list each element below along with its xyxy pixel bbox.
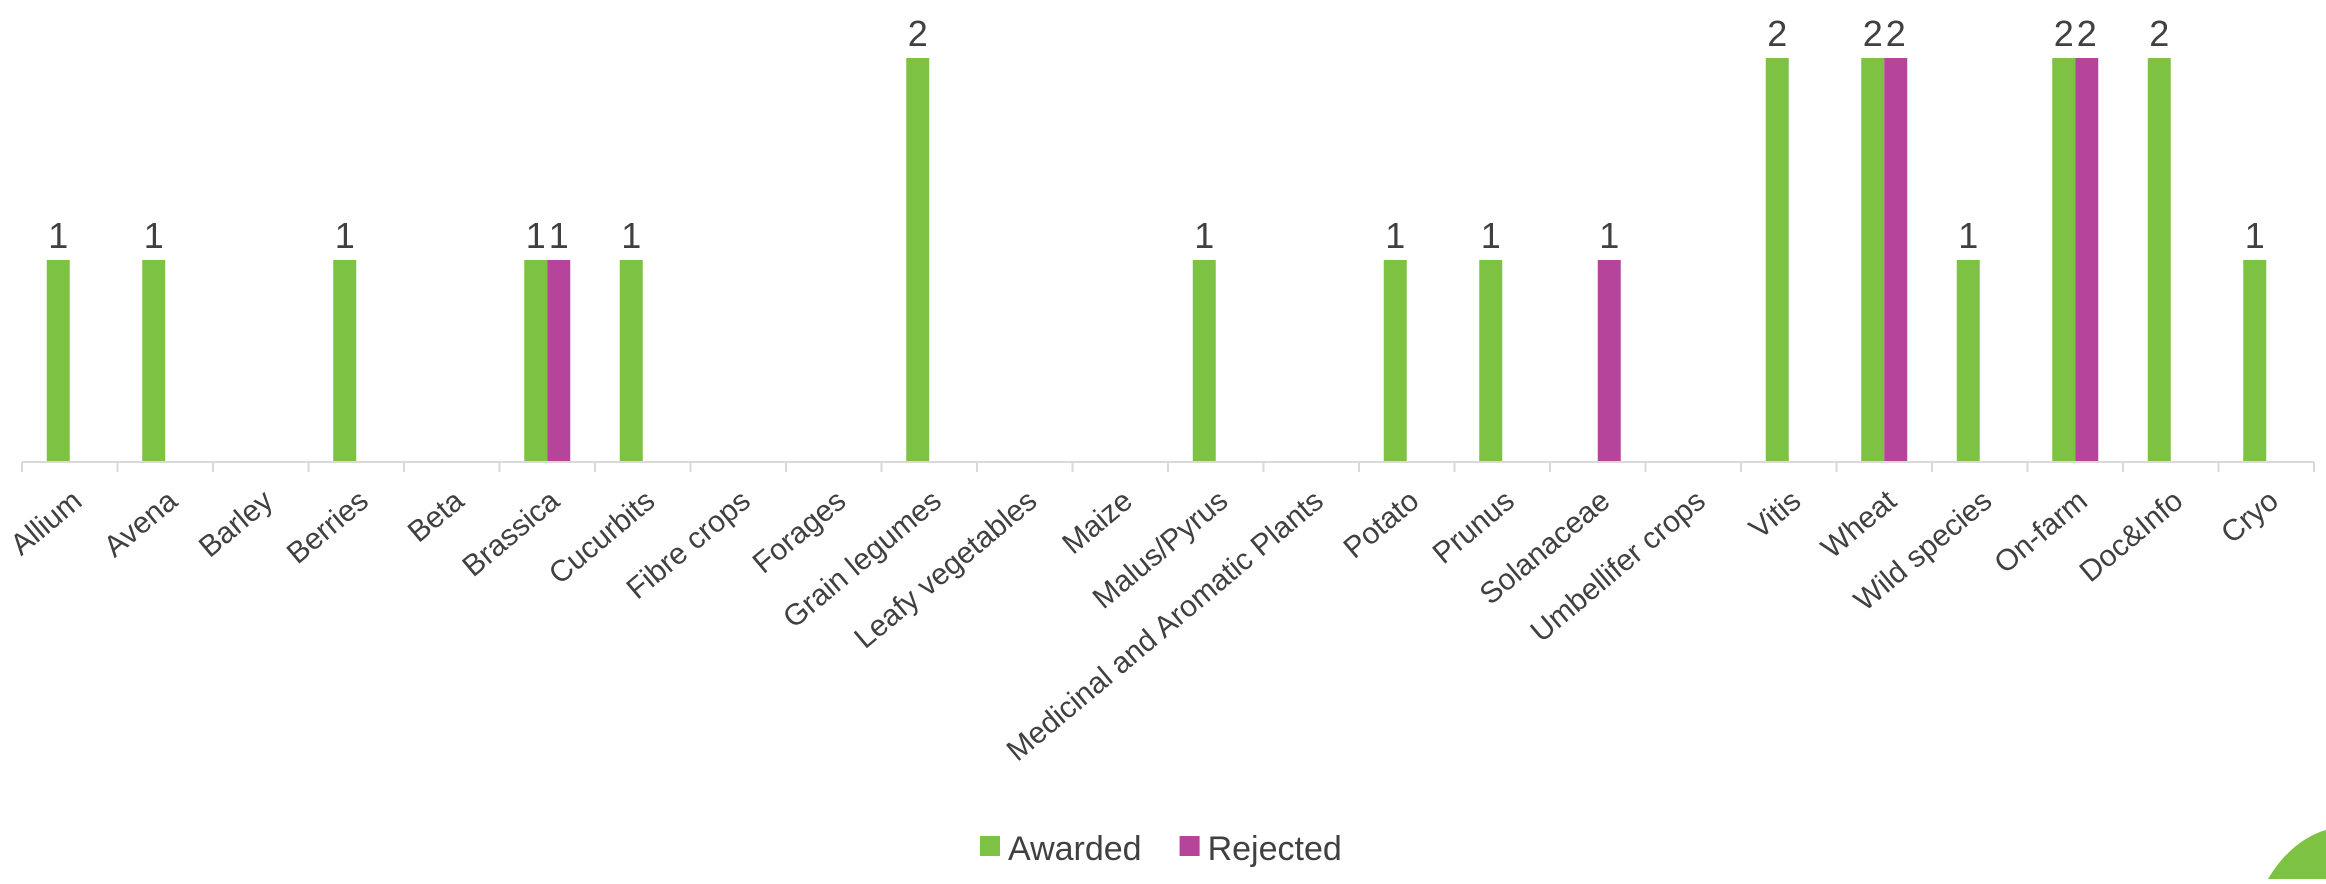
category-label-2: Barley	[193, 484, 279, 564]
category-label-1: Avena	[98, 484, 184, 564]
bar-awarded-14	[1383, 260, 1407, 462]
bar-rejected-5	[547, 260, 571, 462]
data-label-awarded-9: 2	[908, 13, 928, 54]
bar-awarded-22	[2147, 58, 2171, 462]
bar-awarded-12	[1192, 260, 1216, 462]
bar-awarded-20	[1956, 260, 1980, 462]
bar-awarded-19	[1861, 58, 1885, 462]
category-label-17: Umbellifer crops	[1525, 484, 1712, 649]
category-label-23: Cryo	[2215, 484, 2285, 550]
category-label-22: Doc&Info	[2074, 484, 2190, 589]
legend-swatch-rejected	[1179, 836, 1200, 856]
data-label-awarded-15: 1	[1481, 215, 1501, 256]
category-labels-layer: Allium Avena Barley Berries BetaBrassicaCucu…	[4, 484, 2284, 768]
legend-label-rejected: Rejected	[1208, 830, 1342, 868]
bar-awarded-21	[2052, 58, 2076, 462]
bar-awarded-15	[1479, 260, 1503, 462]
category-label-3: Berries	[281, 484, 375, 570]
data-label-awarded-18: 2	[1767, 13, 1787, 54]
bar-awarded-18	[1765, 58, 1789, 462]
bar-awarded-23	[2243, 260, 2267, 462]
bar-awarded-9	[906, 58, 930, 462]
data-label-awarded-6: 1	[621, 215, 641, 256]
bar-rejected-19	[1884, 58, 1908, 462]
bar-awarded-5	[524, 260, 548, 462]
legend-swatch-awarded	[980, 836, 1000, 856]
bar-rejected-21	[2075, 58, 2099, 462]
bars-layer	[46, 58, 2267, 462]
data-label-awarded-0: 1	[48, 215, 68, 256]
data-label-rejected-19: 2	[1886, 13, 1906, 54]
data-labels-layer: 1 1 1 1 1 121 1 1 12 2 212 2 21	[48, 13, 2265, 256]
data-label-awarded-21: 2	[2054, 13, 2074, 54]
data-label-awarded-19: 2	[1863, 13, 1883, 54]
data-label-awarded-23: 1	[2245, 215, 2265, 256]
category-label-4: Beta	[402, 484, 471, 549]
bar-awarded-1	[142, 260, 166, 462]
data-label-awarded-20: 1	[1958, 215, 1978, 256]
data-label-awarded-12: 1	[1194, 215, 1214, 256]
data-label-awarded-22: 2	[2149, 13, 2169, 54]
bar-awarded-6	[619, 260, 643, 462]
data-label-awarded-3: 1	[335, 215, 355, 256]
bar-awarded-0	[46, 260, 70, 462]
data-label-awarded-14: 1	[1385, 215, 1405, 256]
legend-label-awarded: Awarded	[1008, 830, 1142, 868]
bar-awarded-3	[333, 260, 357, 462]
logo-icon	[2268, 830, 2326, 879]
data-label-rejected-5: 1	[549, 215, 569, 256]
category-label-0: Allium	[4, 484, 88, 562]
category-label-18: Vitis	[1743, 484, 1807, 545]
data-label-rejected-21: 2	[2077, 13, 2097, 54]
category-label-11: Maize	[1056, 484, 1139, 561]
data-label-awarded-1: 1	[144, 215, 164, 256]
data-label-rejected-16: 1	[1599, 215, 1619, 256]
x-axis-ticks	[21, 462, 2315, 472]
data-label-awarded-5: 1	[526, 215, 546, 256]
category-label-14: Potato	[1338, 484, 1426, 565]
category-label-19: Wheat	[1815, 484, 1903, 565]
legend: Awarded Rejected	[980, 830, 1342, 868]
bar-rejected-16	[1597, 260, 1621, 462]
